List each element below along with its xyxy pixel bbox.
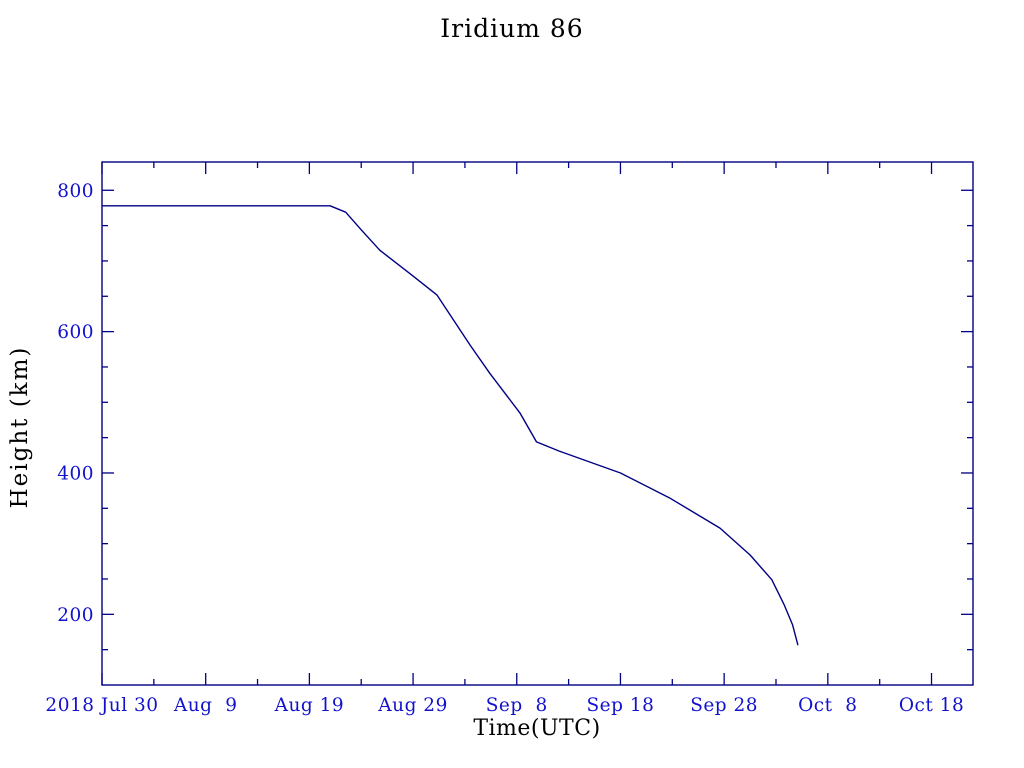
x-tick-label: Sep 28 (690, 695, 758, 716)
x-tick-label: 2018 Jul 30 (45, 695, 158, 716)
x-tick-label: Oct 18 (899, 695, 964, 716)
y-tick-label: 800 (57, 181, 94, 202)
x-tick-label: Oct 8 (798, 695, 858, 716)
x-tick-label: Aug 19 (274, 695, 345, 716)
x-tick-label: Sep 8 (486, 695, 548, 716)
x-tick-label: Aug 9 (173, 695, 238, 716)
x-tick-label: Sep 18 (587, 695, 655, 716)
axis-frame (101, 161, 974, 686)
y-tick-label: 400 (57, 463, 94, 484)
y-tick-label: 600 (57, 322, 94, 343)
height-decay-curve (101, 205, 799, 646)
y-tick-label: 200 (57, 605, 94, 626)
x-axis-title: Time(UTC) (473, 716, 601, 741)
chart-title: Iridium 86 (440, 14, 584, 43)
x-tick-label: Aug 29 (377, 695, 448, 716)
